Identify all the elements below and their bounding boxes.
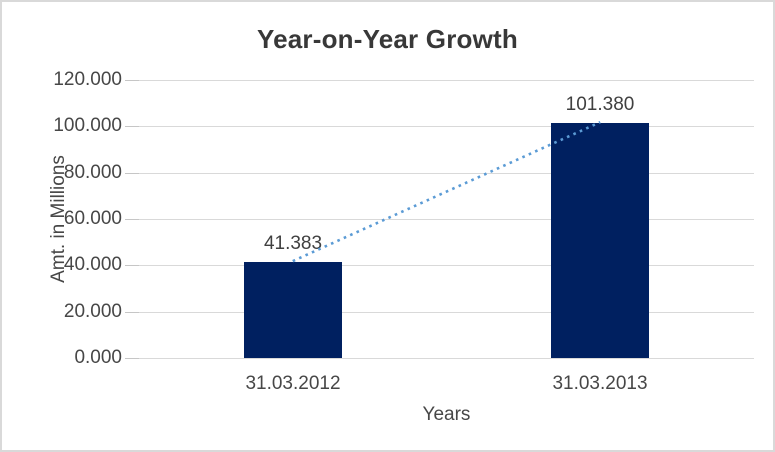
x-axis-title: Years xyxy=(422,404,471,425)
bar[interactable] xyxy=(244,262,342,358)
y-tick-label: 20.000 xyxy=(63,301,122,322)
y-tick-label: 0.000 xyxy=(74,347,122,368)
y-axis-tick xyxy=(125,358,139,359)
gridline xyxy=(139,80,754,81)
gridline xyxy=(139,312,754,313)
gridline xyxy=(139,265,754,266)
y-axis-tick xyxy=(125,173,139,174)
chart-title: Year-on-Year Growth xyxy=(257,24,518,54)
y-axis-tick xyxy=(125,80,139,81)
x-category-label: 31.03.2012 xyxy=(245,373,341,394)
y-axis-title: Amt. in Millions xyxy=(48,155,69,283)
gridline xyxy=(139,219,754,220)
bar[interactable] xyxy=(551,123,649,358)
y-axis-tick xyxy=(125,126,139,127)
bar-value-label: 41.383 xyxy=(263,233,323,254)
y-axis-tick xyxy=(125,312,139,313)
gridline xyxy=(139,126,754,127)
trendline-segment[interactable] xyxy=(292,120,601,263)
gridline xyxy=(139,358,754,359)
y-tick-label: 100.000 xyxy=(53,115,122,136)
bar-value-label: 101.380 xyxy=(565,94,635,115)
y-axis-tick xyxy=(125,219,139,220)
y-axis-tick xyxy=(125,265,139,266)
x-category-label: 31.03.2013 xyxy=(552,373,648,394)
y-tick-label: 120.000 xyxy=(53,69,122,90)
gridline xyxy=(139,173,754,174)
